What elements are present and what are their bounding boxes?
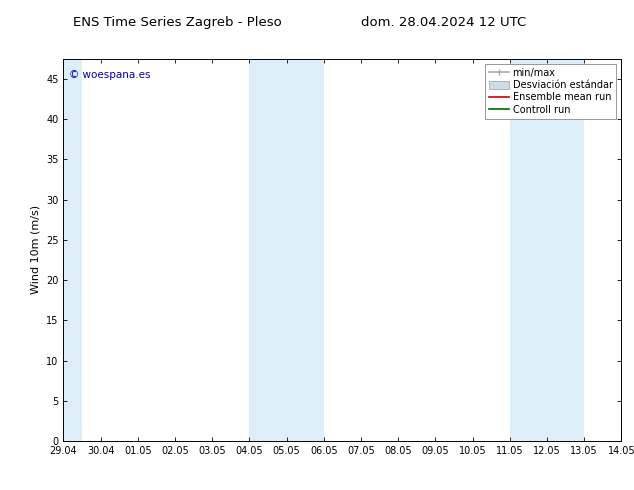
- Y-axis label: Wind 10m (m/s): Wind 10m (m/s): [30, 205, 41, 294]
- Text: © woespana.es: © woespana.es: [69, 70, 150, 80]
- Bar: [63, 59, 82, 441]
- Legend: min/max, Desviación estándar, Ensemble mean run, Controll run: min/max, Desviación estándar, Ensemble m…: [486, 64, 616, 119]
- Bar: [510, 59, 584, 441]
- Bar: [249, 59, 324, 441]
- Text: dom. 28.04.2024 12 UTC: dom. 28.04.2024 12 UTC: [361, 16, 526, 28]
- Text: ENS Time Series Zagreb - Pleso: ENS Time Series Zagreb - Pleso: [73, 16, 282, 28]
